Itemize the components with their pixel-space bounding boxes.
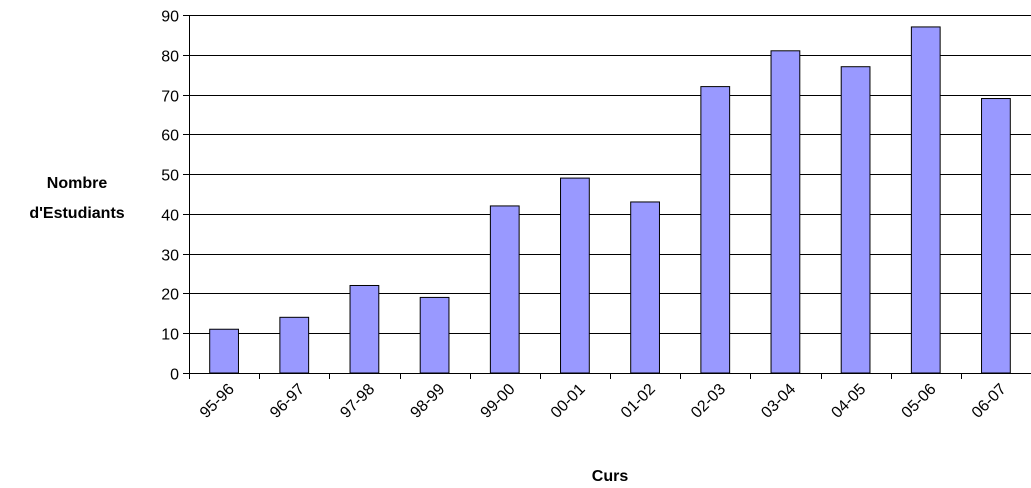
y-tick-labels: 0 10 20 30 40 50 60 70 80 90 bbox=[161, 9, 179, 384]
bar-06-07 bbox=[981, 98, 1011, 374]
bar-97-98 bbox=[349, 284, 380, 374]
bar-99-00 bbox=[489, 205, 520, 374]
y-tick-label: 40 bbox=[161, 208, 179, 225]
x-tick-label: 03-04 bbox=[758, 381, 799, 422]
y-tick-label: 10 bbox=[161, 327, 179, 344]
y-tick-label: 30 bbox=[161, 248, 179, 265]
bar-03-04 bbox=[770, 50, 801, 374]
x-tick-label: 99-00 bbox=[478, 381, 519, 422]
x-tick-label: 00-01 bbox=[548, 381, 589, 422]
y-tick-label: 80 bbox=[161, 49, 179, 66]
y-tick-label: 50 bbox=[161, 168, 179, 185]
bar-96-97 bbox=[279, 316, 310, 374]
x-tick-label: 06-07 bbox=[969, 381, 1010, 422]
x-tick-labels: 95-96 96-97 97-98 98-99 99-00 00-01 01-02 02-03… bbox=[197, 381, 1010, 422]
bars bbox=[209, 26, 1011, 374]
bar-00-01 bbox=[560, 177, 590, 374]
x-tick-label: 04-05 bbox=[828, 381, 869, 422]
x-tick-label: 95-96 bbox=[197, 381, 238, 422]
y-tick-label: 60 bbox=[161, 128, 179, 145]
x-tick-label: 02-03 bbox=[688, 381, 729, 422]
x-tick-label: 01-02 bbox=[618, 381, 659, 422]
bar-05-06 bbox=[910, 26, 941, 374]
bar-02-03 bbox=[700, 86, 731, 374]
x-tick-label: 98-99 bbox=[407, 381, 448, 422]
y-tick-label: 20 bbox=[161, 287, 179, 304]
bar-98-99 bbox=[419, 296, 450, 374]
y-axis-title-line-1: Nombre bbox=[47, 175, 108, 192]
y-tick-label: 90 bbox=[161, 9, 179, 26]
y-tick-label: 0 bbox=[170, 367, 179, 384]
bar-95-96 bbox=[209, 328, 239, 374]
y-axis-title-line-2: d'Estudiants bbox=[29, 205, 124, 222]
x-tick-label: 05-06 bbox=[899, 381, 940, 422]
bar-04-05 bbox=[840, 66, 871, 374]
x-tick-label: 97-98 bbox=[337, 381, 378, 422]
y-tick-label: 70 bbox=[161, 89, 179, 106]
axes bbox=[183, 15, 1031, 379]
gridlines bbox=[189, 15, 1031, 334]
x-axis-title: Curs bbox=[592, 468, 629, 485]
x-tick-label: 96-97 bbox=[267, 381, 308, 422]
bar-01-02 bbox=[630, 201, 660, 374]
